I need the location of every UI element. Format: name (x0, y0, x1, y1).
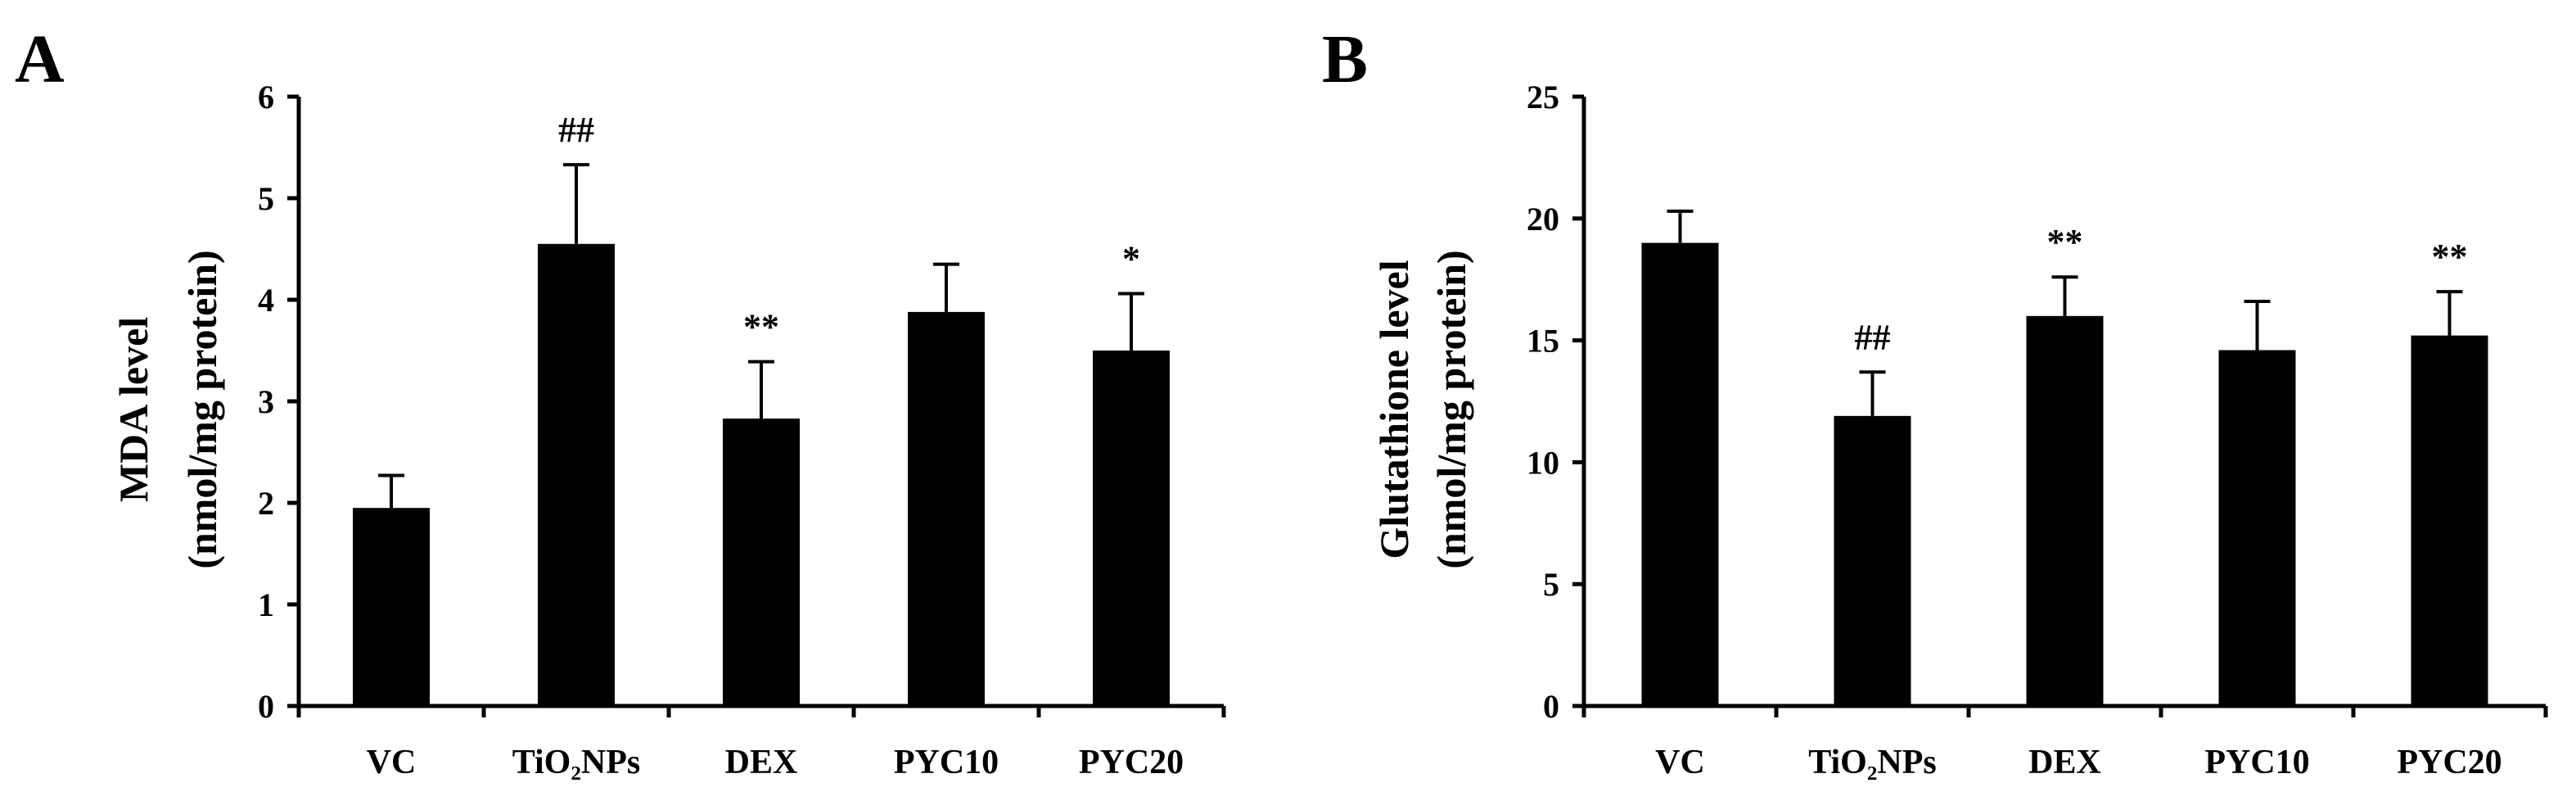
y-axis-title-b-line2: (nmol/mg protein) (1428, 250, 1474, 568)
x-tick-label-b-0: VC (1655, 744, 1705, 781)
significance-label-a-4: * (1122, 239, 1140, 279)
bar-a-1 (538, 243, 615, 706)
y-tick-label-a: 1 (258, 586, 274, 623)
bar-b-1 (1834, 415, 1911, 706)
bar-a-2 (723, 419, 800, 706)
bar-b-3 (2218, 350, 2296, 706)
bar-b-2 (2026, 315, 2104, 706)
y-tick-label-b: 25 (1527, 79, 1559, 115)
bar-a-4 (1093, 351, 1170, 706)
x-tick-label-a-1: TiO₂NPs (512, 744, 641, 781)
y-axis-title-a-line1: MDA level (111, 317, 156, 502)
bar-a-0 (353, 508, 430, 706)
y-tick-label-b: 10 (1527, 444, 1559, 481)
panel-a: A MDA level (nmol/mg protein) 0 1 2 3 4 5 6 VC #… (15, 21, 1226, 781)
panel-b: B Glutathione level (nmol/mg protein) 0 5… (1322, 21, 2548, 781)
x-tick-label-b-3: PYC10 (2204, 744, 2309, 781)
plot-area-b: 0 5 10 15 20 25 VC ## TiO₂NPs ** DEX PYC10 ** PYC20 (1527, 79, 2548, 781)
y-tick-label-a: 4 (258, 282, 274, 319)
y-tick-label-a: 3 (258, 383, 274, 420)
significance-label-a-1: ## (558, 110, 594, 150)
y-tick-label-b: 5 (1543, 566, 1559, 603)
panel-letter-b: B (1322, 21, 1368, 97)
plot-area-a: 0 1 2 3 4 5 6 VC ## TiO₂NPs ** DEX PYC10 * PYC20 (258, 79, 1226, 781)
x-tick-label-b-4: PYC20 (2397, 744, 2502, 781)
y-axis-title-a-line2: (nmol/mg protein) (179, 250, 225, 568)
significance-label-a-2: ** (743, 307, 779, 347)
x-tick-label-a-2: DEX (725, 744, 798, 781)
y-tick-label-a: 2 (258, 485, 274, 522)
y-tick-label-b: 0 (1543, 688, 1559, 725)
panel-letter-a: A (15, 21, 65, 97)
x-tick-label-a-3: PYC10 (894, 744, 999, 781)
y-tick-label-b: 15 (1527, 323, 1559, 360)
bar-b-4 (2411, 335, 2488, 706)
bar-b-0 (1641, 242, 1719, 706)
y-tick-label-a: 5 (258, 180, 274, 217)
significance-label-b-1: ## (1855, 317, 1891, 357)
x-tick-label-a-4: PYC20 (1079, 744, 1184, 781)
y-tick-label-b: 20 (1527, 201, 1559, 238)
x-tick-label-b-1: TiO₂NPs (1808, 744, 1937, 781)
significance-label-b-4: ** (2432, 237, 2468, 277)
bar-a-3 (908, 311, 985, 706)
x-tick-label-b-2: DEX (2028, 744, 2101, 781)
y-tick-label-a: 6 (258, 79, 274, 115)
y-axis-title-b-line1: Glutathione level (1371, 260, 1417, 559)
significance-label-b-2: ** (2047, 222, 2083, 262)
y-tick-label-a: 0 (258, 688, 274, 725)
x-tick-label-a-0: VC (367, 744, 417, 781)
